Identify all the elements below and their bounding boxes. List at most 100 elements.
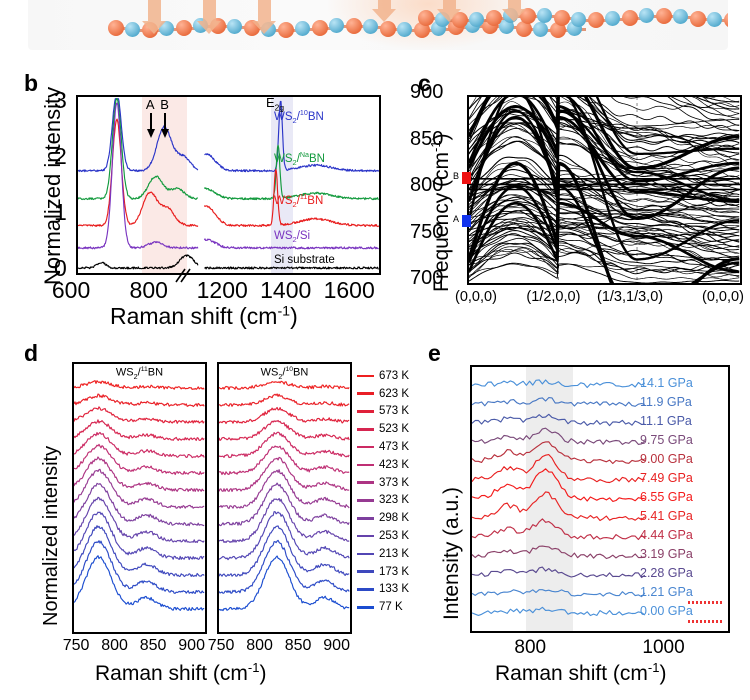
pressure-label: 4.44 GPa xyxy=(640,528,693,542)
panel-c-ytick: 850 xyxy=(410,127,444,150)
panel-e-peak-shading xyxy=(526,367,574,631)
nitrogen-atom xyxy=(571,11,586,27)
legend-swatch xyxy=(357,463,374,467)
mode-a-marker xyxy=(462,214,471,227)
qpoint-label: (0,0,0) xyxy=(702,289,744,305)
peak-b-arrow-label: B xyxy=(160,97,169,112)
legend-item: 373 K xyxy=(357,474,435,492)
phonon-arrow xyxy=(142,0,166,34)
series-label-ws2-si: WS2/Si xyxy=(274,229,311,245)
phonon-arrow xyxy=(197,0,221,34)
nitrogen-atom xyxy=(363,18,378,34)
nitrogen-atom xyxy=(125,21,140,37)
boron-atom xyxy=(550,22,566,39)
peak-b-arrow xyxy=(161,113,170,138)
legend-item: 298 K xyxy=(357,509,435,527)
mode-b-marker-label: B xyxy=(453,170,460,181)
nitrogen-atom xyxy=(227,18,242,34)
legend-label: 323 K xyxy=(379,494,410,507)
panel-d-xtick: 900 xyxy=(178,637,205,654)
legend-label: 298 K xyxy=(379,512,410,525)
legend-item: 213 K xyxy=(357,545,435,563)
legend-label: 473 K xyxy=(379,441,410,454)
boron-atom xyxy=(656,7,672,24)
legend-swatch xyxy=(357,534,374,538)
nitrogen-atom xyxy=(707,12,722,28)
panel-e-ylabel: Intensity (a.u.) xyxy=(440,486,463,620)
phonon-arrow xyxy=(437,0,461,22)
panel-b-curves xyxy=(78,98,379,270)
phonon-arrow xyxy=(252,0,276,34)
legend-swatch xyxy=(357,481,374,484)
boron-atom xyxy=(108,20,124,36)
mode-a-marker-label: A xyxy=(453,213,460,224)
panel-c-ytick: 750 xyxy=(410,220,444,243)
panel-d-xlabel: Raman shift (cm-1) xyxy=(95,660,267,685)
pressure-label: 5.41 GPa xyxy=(640,509,693,523)
panel-b-ytick: 0 xyxy=(54,255,67,281)
boron-atom xyxy=(414,22,430,39)
legend-label: 253 K xyxy=(379,530,410,543)
pressure-label: 11.9 GPa xyxy=(640,395,692,409)
panel-d-xtick: 800 xyxy=(101,637,128,654)
legend-item: 253 K xyxy=(357,527,435,545)
pressure-label: 14.1 GPa xyxy=(640,376,693,390)
legend-item: 473 K xyxy=(357,438,435,456)
qpoint-label: (1/2,0,0) xyxy=(526,289,581,305)
pressure-label: 7.49 GPa xyxy=(640,471,693,485)
e2g-shading xyxy=(271,97,294,273)
panel-c-ytick: 700 xyxy=(410,267,444,289)
nitrogen-atom xyxy=(295,21,310,37)
legend-label: 573 K xyxy=(379,405,410,418)
panel-c-ytick: 800 xyxy=(410,174,444,196)
legend-label: 523 K xyxy=(379,423,410,436)
panel-b-ytick: 3 xyxy=(54,87,67,114)
boron-atom xyxy=(554,10,570,27)
panel-e-xtick: 800 xyxy=(514,637,547,658)
peak-a-arrow xyxy=(146,113,155,138)
legend-label: 373 K xyxy=(379,476,410,489)
panel-d2-curves xyxy=(219,380,350,612)
qpoint-label: (0,0,0) xyxy=(455,289,497,305)
legend-swatch xyxy=(357,374,374,378)
legend-swatch xyxy=(357,410,374,413)
legend-swatch xyxy=(357,428,374,431)
panel-b-xtick: 1600 xyxy=(323,277,375,303)
panel-d-xtick: 750 xyxy=(207,637,235,654)
panel-b-xtick: 800 xyxy=(129,277,168,303)
panel-e-plot-area: 14.1 GPa 11.9 GPa 11.1 GPa 9.75 GPa 9.00 GPa… xyxy=(470,365,730,633)
legend-item: 323 K xyxy=(357,492,435,510)
legend-label: 673 K xyxy=(379,369,410,382)
legend-label: 623 K xyxy=(379,387,410,400)
phonon-arrow xyxy=(502,0,526,22)
legend-swatch xyxy=(357,392,374,395)
legend-swatch xyxy=(357,445,374,449)
spellcheck-squiggle xyxy=(688,620,724,623)
series-label-ws2-nabn: WS2/NaBN xyxy=(274,151,325,168)
legend-item: 673 K xyxy=(357,367,435,385)
panel-b-ytick: 1 xyxy=(54,199,67,226)
series-label-si-substrate: Si substrate xyxy=(274,254,335,266)
boron-atom xyxy=(176,19,192,36)
nitrogen-atom xyxy=(469,11,484,27)
panel-d1-curves xyxy=(74,380,205,611)
panel-d2-title: WS2/10BN xyxy=(260,366,309,381)
boron-atom xyxy=(312,19,328,36)
panel-letter-e: e xyxy=(428,340,441,366)
panel-d-subplot-10bn xyxy=(217,362,352,634)
legend-swatch xyxy=(357,517,374,520)
boron-atom xyxy=(278,22,294,39)
panel-b-xlabel: Raman shift (cm-1) xyxy=(110,303,298,329)
panel-c-ytick: 900 xyxy=(410,81,444,103)
mode-b-marker xyxy=(462,171,471,184)
legend-swatch xyxy=(357,570,374,573)
pressure-label: 2.28 GPa xyxy=(640,566,693,580)
boron-atom xyxy=(588,12,604,29)
legend-item: 573 K xyxy=(357,403,435,421)
nitrogen-atom xyxy=(397,21,412,37)
legend-label: 423 K xyxy=(379,458,410,471)
panel-d-xtick: 850 xyxy=(284,637,312,654)
panel-b-xtick: 600 xyxy=(51,277,91,303)
panel-d-xtick: 850 xyxy=(139,637,167,654)
